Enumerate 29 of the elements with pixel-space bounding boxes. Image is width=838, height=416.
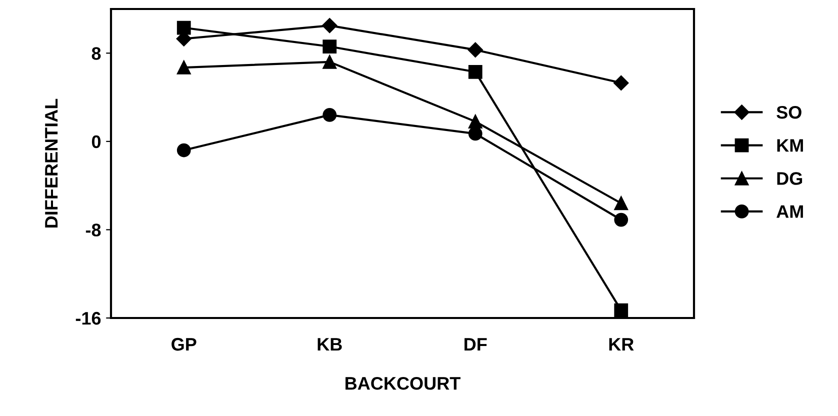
point (322, 40, 337, 54)
legend-label: AM (776, 205, 803, 218)
x-tick-label: GP (172, 338, 196, 351)
y-tick-label: 0 (92, 135, 101, 148)
y-tick-label: 8 (92, 47, 101, 60)
point (176, 143, 191, 158)
x-tick-label: DF (464, 338, 487, 351)
point (614, 196, 628, 210)
point (468, 126, 482, 141)
legend-label: SO (776, 106, 802, 119)
point (176, 20, 191, 35)
y-axis-title: DIFFERENTIAL (45, 98, 58, 228)
point (322, 18, 338, 34)
point (614, 303, 628, 318)
x-axis-title: BACKCOURT (346, 376, 460, 390)
point (322, 55, 337, 69)
point (468, 64, 482, 79)
y-tick-label: -16 (76, 312, 101, 325)
legend-label: DG (777, 172, 802, 185)
legend-label: KM (777, 139, 803, 152)
point (176, 60, 191, 74)
x-tick-label: KR (609, 338, 634, 351)
y-tick-label: -8 (86, 224, 101, 236)
x-tick-label: KB (318, 338, 342, 351)
point (614, 212, 628, 227)
point (614, 75, 629, 91)
point (322, 108, 337, 122)
point (468, 42, 483, 58)
point (468, 114, 482, 129)
